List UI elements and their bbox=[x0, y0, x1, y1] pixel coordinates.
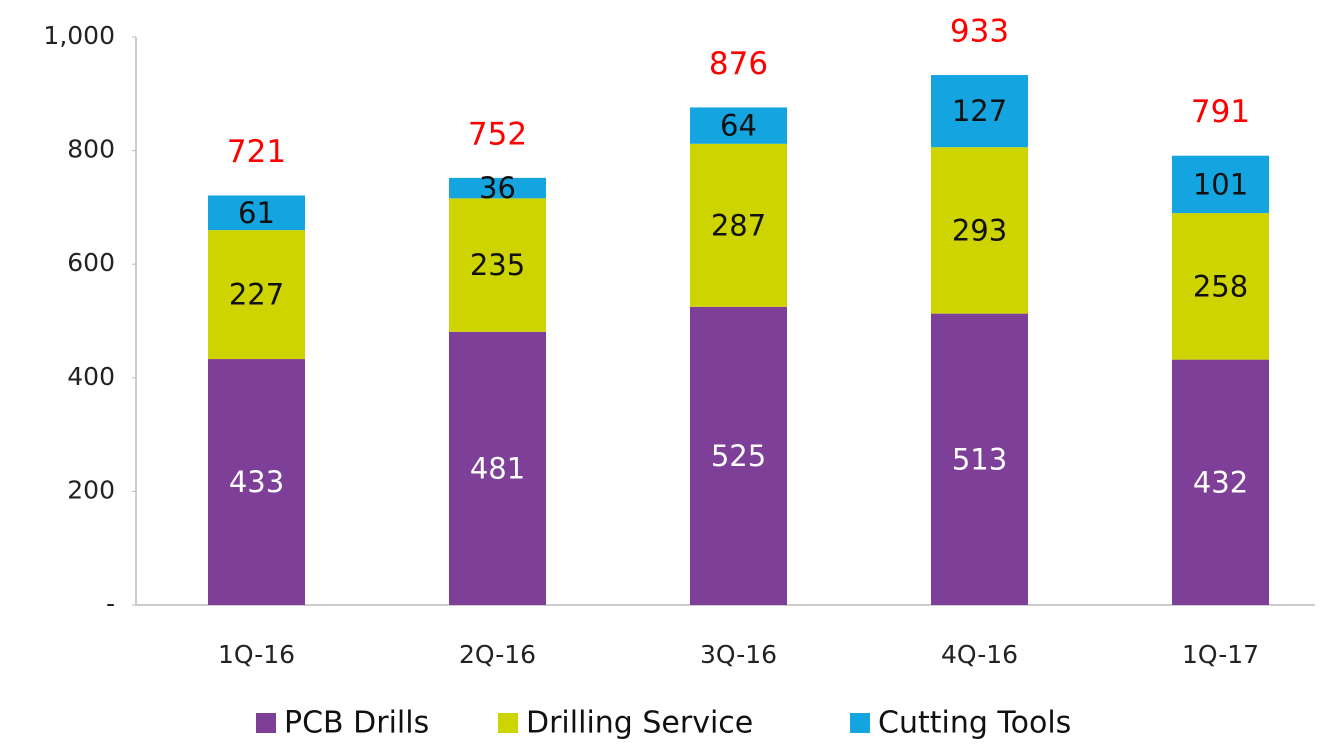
bar-segment bbox=[208, 230, 305, 360]
data-label: 432 bbox=[1193, 465, 1248, 499]
data-label: 258 bbox=[1193, 269, 1248, 303]
data-label: 101 bbox=[1193, 167, 1248, 201]
legend-swatch bbox=[498, 713, 518, 733]
bar-segment bbox=[931, 313, 1028, 605]
data-label: 61 bbox=[238, 196, 275, 230]
bar-segment bbox=[1172, 155, 1269, 214]
bar-segment bbox=[208, 195, 305, 231]
data-label: 235 bbox=[470, 248, 525, 282]
legend-label: Cutting Tools bbox=[878, 706, 1071, 741]
data-label: 525 bbox=[711, 439, 766, 473]
legend-swatch bbox=[256, 713, 276, 733]
data-label: 64 bbox=[720, 109, 757, 143]
bar-segment bbox=[449, 331, 546, 605]
data-label: 127 bbox=[952, 94, 1007, 128]
bar-segment bbox=[690, 107, 787, 144]
data-label: 513 bbox=[952, 442, 1007, 476]
data-label: 227 bbox=[229, 278, 284, 312]
y-tick-label: - bbox=[106, 589, 115, 618]
y-tick-label: 1,000 bbox=[43, 21, 115, 50]
total-label: 752 bbox=[468, 116, 527, 152]
y-tick-label: 600 bbox=[67, 248, 115, 277]
data-label: 287 bbox=[711, 208, 766, 242]
legend-label: Drilling Service bbox=[526, 706, 753, 741]
data-label: 293 bbox=[952, 213, 1007, 247]
x-tick-label: 1Q-16 bbox=[218, 640, 295, 669]
data-label: 433 bbox=[229, 465, 284, 499]
y-tick-label: 400 bbox=[67, 362, 115, 391]
bar-segment bbox=[449, 198, 546, 332]
x-tick-label: 3Q-16 bbox=[700, 640, 777, 669]
y-tick-label: 200 bbox=[67, 475, 115, 504]
bar-segment bbox=[931, 147, 1028, 314]
x-tick-label: 2Q-16 bbox=[459, 640, 536, 669]
data-label: 36 bbox=[479, 171, 516, 205]
total-label: 933 bbox=[950, 14, 1009, 50]
legend-label: PCB Drills bbox=[284, 706, 429, 741]
total-label: 876 bbox=[709, 46, 768, 82]
y-tick-label: 800 bbox=[67, 135, 115, 164]
bar-segment bbox=[690, 143, 787, 307]
legend-swatch bbox=[850, 713, 870, 733]
total-label: 791 bbox=[1191, 94, 1250, 130]
total-label: 721 bbox=[227, 134, 286, 170]
bar-segment bbox=[208, 359, 305, 605]
x-tick-label: 4Q-16 bbox=[941, 640, 1018, 669]
bar-segment bbox=[931, 75, 1028, 148]
bar-segment bbox=[1172, 359, 1269, 605]
bar-segment bbox=[1172, 213, 1269, 360]
x-tick-label: 1Q-17 bbox=[1182, 640, 1259, 669]
data-label: 481 bbox=[470, 451, 525, 485]
bar-segment bbox=[449, 177, 546, 199]
bar-segment bbox=[690, 306, 787, 605]
